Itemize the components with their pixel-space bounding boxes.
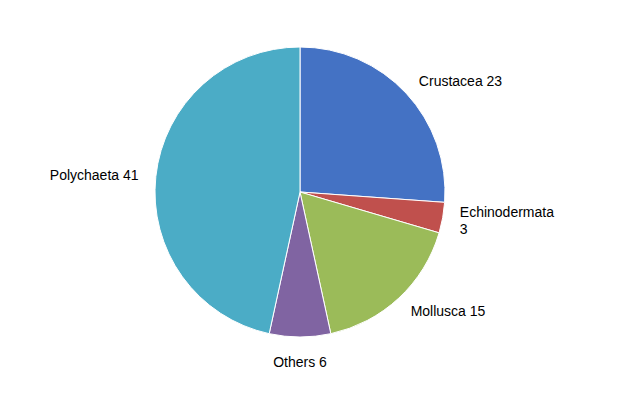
slice-label: Polychaeta 41 [50,167,139,183]
pie [155,47,445,337]
pie-slice [155,47,300,334]
slice-label-line: Others 6 [273,354,327,370]
slice-label: Echinodermata3 [460,204,554,237]
labels: Crustacea 23 Echinodermata3 Mollusca 15 Oth… [50,73,554,370]
slice-label: Others 6 [273,354,327,370]
chart-root: Crustacea 23 Echinodermata3 Mollusca 15 Oth… [0,0,641,398]
slice-label-line: 3 [460,221,468,237]
pie-slice [300,47,445,202]
slice-label-line: Mollusca 15 [411,303,486,319]
slice-label: Crustacea 23 [419,73,502,89]
slices [155,47,445,337]
slice-label-line: Crustacea 23 [419,73,502,89]
slice-label: Mollusca 15 [411,303,486,319]
slice-label-line: Polychaeta 41 [50,167,139,183]
slice-label-line: Echinodermata [460,204,554,220]
